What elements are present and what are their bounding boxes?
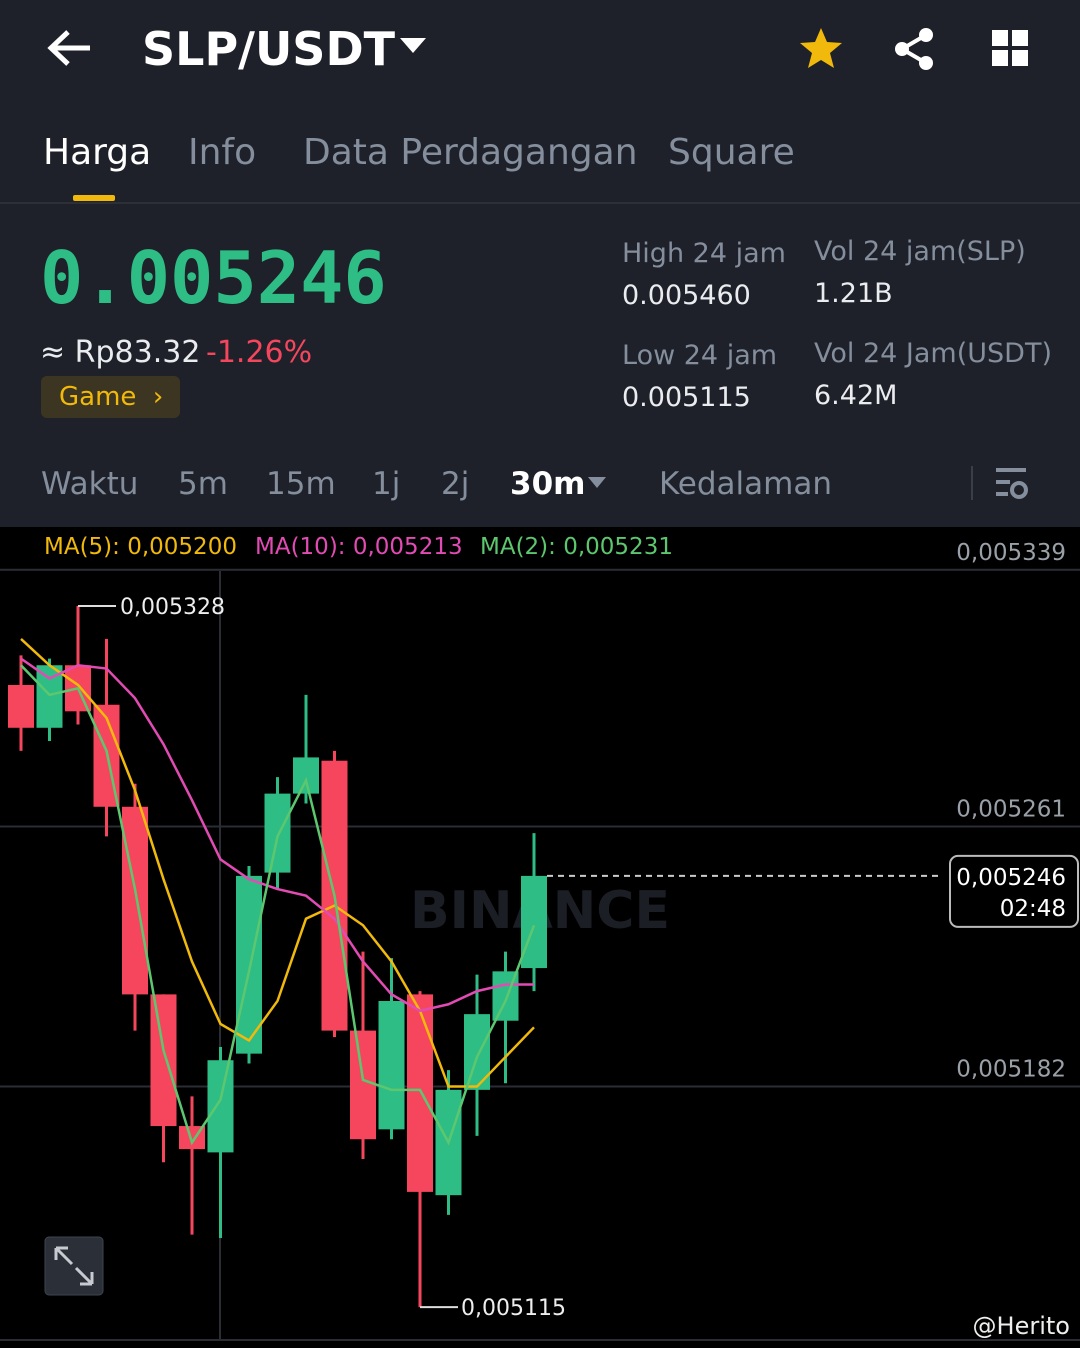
candle-body [122, 806, 148, 995]
expand-icon [54, 1246, 94, 1286]
stat-value: 6.42M [814, 380, 898, 411]
settings-icon[interactable] [994, 466, 1030, 502]
tab[interactable]: Harga [43, 132, 152, 173]
tab-indicator [73, 195, 115, 201]
candle-body [378, 1000, 405, 1130]
interval[interactable]: 5m [178, 466, 228, 502]
watermark: @Herito [972, 1312, 1070, 1340]
interval-dropdown[interactable] [587, 476, 607, 490]
countdown: 02:48 [1000, 896, 1066, 922]
candle-body [150, 994, 177, 1127]
stat-value: 1.21B [814, 278, 893, 309]
grid-icon[interactable] [990, 28, 1032, 70]
candle-body [8, 684, 34, 728]
dropdown-icon[interactable] [398, 36, 428, 56]
favorite-icon[interactable] [798, 26, 844, 72]
stat-value: 0.005115 [622, 382, 751, 413]
ma-line [20, 657, 534, 1013]
interval[interactable]: 30m [510, 466, 586, 502]
last-price: 0.005246 [40, 236, 387, 320]
tab[interactable]: Square [668, 132, 795, 173]
ma-legend: MA(5): 0,005200 [44, 534, 237, 560]
last-price-label: 0,005246 [956, 865, 1066, 891]
low-marker-label: 0,005115 [461, 1296, 566, 1321]
share-icon[interactable] [892, 26, 938, 72]
candle-body [264, 793, 291, 873]
y-tick-label: 0,005261 [956, 797, 1066, 823]
high-marker-label: 0,005328 [120, 595, 225, 620]
divider [0, 202, 1080, 204]
y-tick-label: 0,005339 [956, 540, 1066, 566]
stat-value: 0.005460 [622, 280, 751, 311]
ma-line [20, 664, 536, 1146]
candle-body [521, 875, 547, 969]
ma-legend: MA(10): 0,005213 [255, 534, 463, 560]
interval[interactable]: 1j [372, 466, 401, 502]
stat-label: Vol 24 jam(SLP) [814, 236, 1026, 267]
ma-line [20, 637, 535, 1088]
divider [971, 466, 973, 500]
fiat-price: ≈ Rp83.32 [40, 335, 201, 370]
tab[interactable]: Data Perdagangan [303, 132, 638, 173]
candle-body [407, 994, 433, 1192]
interval[interactable]: Waktu [41, 466, 139, 502]
price-change: -1.26% [206, 335, 313, 370]
y-tick-label: 0,005182 [956, 1057, 1066, 1083]
candle-body [207, 1060, 234, 1153]
stat-label: Low 24 jam [622, 340, 778, 371]
interval[interactable]: 2j [441, 466, 470, 502]
stat-label: High 24 jam [622, 238, 786, 269]
last-price-box [949, 854, 1079, 928]
candle-body [293, 757, 319, 794]
candle-body [350, 1030, 376, 1140]
back-icon[interactable] [46, 28, 96, 68]
interval[interactable]: 15m [266, 466, 336, 502]
stat-label: Vol 24 Jam(USDT) [814, 338, 1052, 369]
interval[interactable]: Kedalaman [659, 466, 832, 502]
candle-body [236, 875, 262, 1054]
pair-title[interactable]: SLP/USDT [142, 22, 395, 76]
ma-legend: MA(2): 0,005231 [480, 534, 673, 560]
tab[interactable]: Info [188, 132, 257, 173]
category-tag[interactable]: Game › [41, 376, 180, 418]
expand-button[interactable] [44, 1236, 104, 1296]
tag-label: Game [59, 382, 137, 412]
